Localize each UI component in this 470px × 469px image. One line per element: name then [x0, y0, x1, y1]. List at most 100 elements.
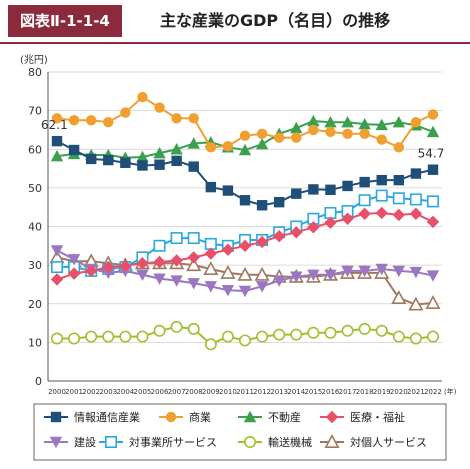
- x-tick-label: 2011: [236, 388, 254, 396]
- y-tick-label: 20: [28, 298, 42, 311]
- data-point: [68, 144, 80, 156]
- x-tick-label: 2018: [356, 388, 374, 396]
- legend-swatch-marker: [244, 435, 257, 448]
- data-point: [50, 245, 64, 257]
- legend-box: [33, 403, 447, 461]
- data-point: [186, 257, 202, 272]
- data-point: [171, 113, 182, 124]
- data-point: [409, 207, 423, 220]
- x-tick-label: 2001: [65, 388, 83, 396]
- y-tick-label: 40: [28, 221, 42, 234]
- data-point: [273, 132, 285, 143]
- data-point: [154, 102, 165, 113]
- data-point: [375, 118, 388, 131]
- data-point: [120, 107, 131, 118]
- data-point: [102, 260, 115, 274]
- x-tick-label: 2015: [304, 388, 322, 396]
- data-point: [341, 212, 354, 225]
- series-line: [57, 194, 434, 272]
- data-point: [342, 128, 353, 139]
- data-point: [307, 114, 320, 127]
- data-point: [187, 322, 200, 335]
- x-tick-label: 2000: [48, 388, 66, 396]
- legend-label: 不動産: [268, 410, 301, 424]
- data-point: [238, 239, 252, 253]
- x-tick-label: 2004: [116, 388, 134, 396]
- data-point: [203, 261, 219, 275]
- data-point: [50, 332, 63, 345]
- data-point: [205, 181, 217, 193]
- x-tick-label: 2022: [424, 388, 442, 396]
- data-point: [392, 330, 405, 343]
- data-point: [187, 278, 200, 290]
- data-point: [119, 259, 132, 273]
- data-point: [391, 290, 407, 304]
- data-label: 54.7: [418, 147, 445, 161]
- data-point: [308, 184, 319, 195]
- data-point: [153, 239, 166, 252]
- x-axis-unit-label: (年): [444, 387, 457, 396]
- data-point: [170, 254, 183, 267]
- data-point: [102, 267, 115, 280]
- data-point: [426, 195, 439, 208]
- data-point: [392, 208, 406, 222]
- data-point: [136, 330, 149, 343]
- data-point: [188, 113, 199, 124]
- data-point: [220, 264, 236, 279]
- data-point: [119, 330, 132, 343]
- data-point: [221, 330, 234, 343]
- data-point: [188, 161, 199, 172]
- data-point: [375, 324, 388, 337]
- legend-label: 対個人サービス: [350, 435, 427, 449]
- x-tick-label: 2012: [253, 388, 271, 396]
- data-point: [358, 207, 371, 220]
- data-point: [50, 261, 63, 274]
- data-point: [238, 143, 252, 156]
- data-point: [392, 192, 405, 205]
- data-point: [273, 196, 285, 208]
- data-point: [153, 273, 166, 285]
- legend-label: 対事業所サービス: [129, 435, 217, 449]
- data-point: [85, 330, 98, 343]
- data-point: [426, 270, 440, 282]
- data-point: [392, 116, 406, 128]
- data-point: [324, 269, 337, 281]
- data-point: [290, 271, 303, 283]
- data-point: [325, 126, 336, 138]
- x-tick-label: 2003: [99, 388, 117, 396]
- data-point: [221, 243, 235, 256]
- data-point: [222, 185, 234, 196]
- data-point: [256, 330, 269, 343]
- data-point: [254, 266, 270, 281]
- y-axis-unit-label: (兆円): [20, 54, 48, 66]
- data-point: [393, 142, 405, 153]
- data-point: [170, 143, 183, 155]
- data-point: [358, 265, 371, 278]
- data-point: [358, 117, 371, 130]
- data-point: [67, 267, 81, 280]
- data-point: [153, 146, 166, 159]
- data-point: [239, 334, 252, 347]
- legend-swatch-marker: [324, 434, 340, 449]
- x-tick-label: 2007: [168, 388, 186, 396]
- legend-swatch-marker: [165, 411, 177, 423]
- data-point: [51, 113, 63, 124]
- data-point: [204, 338, 217, 351]
- data-point: [272, 229, 286, 243]
- data-point: [426, 215, 440, 229]
- data-point: [307, 221, 320, 234]
- data-point: [102, 330, 115, 343]
- data-point: [136, 150, 149, 163]
- figure-number-badge: 図表Ⅱ-1-1-4: [8, 5, 122, 37]
- data-point: [425, 295, 441, 309]
- data-point: [239, 195, 251, 206]
- data-point: [85, 153, 97, 165]
- data-point: [84, 264, 98, 278]
- y-tick-label: 0: [35, 375, 42, 388]
- data-point: [409, 193, 422, 206]
- data-point: [427, 164, 439, 175]
- data-point: [325, 184, 336, 196]
- data-point: [256, 200, 268, 211]
- data-point: [67, 254, 81, 266]
- legend-label: 建設: [74, 435, 96, 449]
